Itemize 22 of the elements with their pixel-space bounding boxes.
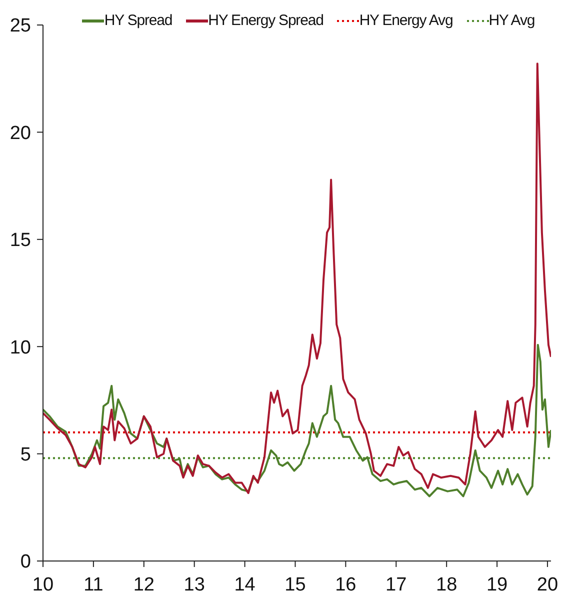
x-tick-label: 14: [234, 574, 256, 596]
y-tick-label: 5: [20, 444, 31, 466]
x-tick-label: 15: [284, 574, 306, 596]
x-tick-label: 16: [335, 574, 356, 596]
x-tick-label: 11: [84, 574, 104, 596]
legend-label: HY Energy Avg: [359, 12, 453, 29]
y-tick-label: 15: [10, 230, 31, 252]
x-tick-label: 18: [436, 574, 458, 596]
x-tick-label: 19: [486, 574, 508, 596]
legend-label: HY Spread: [104, 12, 172, 29]
x-tick-label: 17: [386, 574, 407, 596]
legend-label: HY Avg: [488, 12, 535, 29]
y-tick-label: 10: [10, 337, 31, 358]
y-tick-label: 0: [20, 552, 31, 573]
line-series: [43, 344, 551, 498]
line-series: [43, 62, 551, 494]
y-tick-label: 20: [10, 122, 31, 144]
x-tick-label: 12: [133, 574, 154, 596]
legend-label: HY Energy Spread: [208, 12, 324, 29]
x-tick-label: 20: [536, 574, 558, 596]
x-tick-label: 13: [184, 574, 205, 596]
y-tick-label: 25: [10, 16, 31, 37]
